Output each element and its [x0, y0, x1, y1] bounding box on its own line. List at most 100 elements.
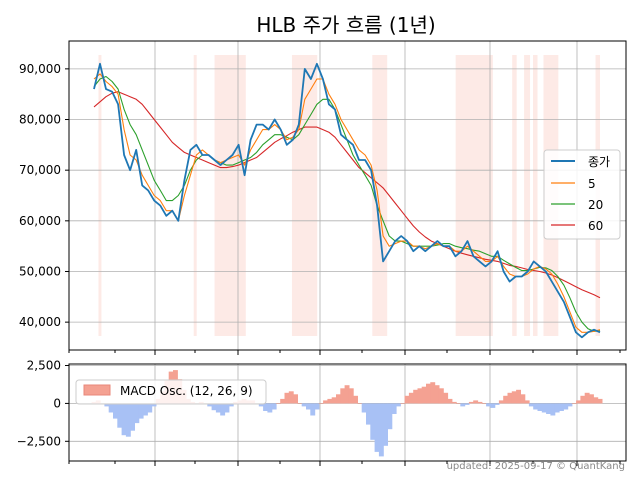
- macd-bar: [353, 395, 358, 404]
- macd-bar: [580, 395, 586, 404]
- shaded-region: [193, 55, 197, 336]
- macd-bar: [297, 403, 303, 404]
- macd-bar: [494, 403, 500, 405]
- macd-bar: [293, 394, 298, 404]
- top-x-ticks: [68, 350, 621, 355]
- macd-bar: [151, 403, 157, 407]
- macd-bar: [554, 403, 560, 413]
- legend-label-ma20: 20: [588, 198, 603, 212]
- macd-bar: [117, 403, 123, 428]
- macd-bar: [567, 403, 573, 407]
- top-shaded-regions: [98, 55, 600, 336]
- macd-bar: [550, 403, 556, 416]
- shaded-region: [98, 55, 102, 336]
- macd-bar: [280, 398, 286, 404]
- macd-bar: [108, 403, 114, 413]
- macd-bar: [275, 403, 281, 404]
- y-tick-label: 60,000: [19, 214, 61, 228]
- legend-label-ma60: 60: [588, 219, 603, 233]
- shaded-region: [512, 55, 517, 336]
- footer-updated: updated: 2025-09-17 © QuantKang: [447, 461, 625, 472]
- macd-bar: [589, 394, 594, 404]
- macd-bar: [228, 403, 234, 407]
- legend-label-ma5: 5: [588, 177, 596, 191]
- macd-bar: [301, 403, 307, 407]
- legend-label-close: 종가: [588, 155, 610, 169]
- shaded-region: [533, 55, 538, 336]
- macd-bar: [331, 397, 337, 404]
- macd-bar: [138, 403, 144, 419]
- y-tick-label: 40,000: [19, 315, 61, 329]
- bottom-plot-frame: [68, 363, 627, 462]
- macd-bar: [314, 403, 320, 410]
- macd-bar: [104, 403, 110, 407]
- macd-bar: [593, 397, 599, 404]
- macd-bar: [310, 403, 316, 416]
- y-tick-label: 0: [53, 396, 61, 410]
- y-tick-label: −2,500: [17, 434, 61, 448]
- y-tick-label: 90,000: [19, 62, 61, 76]
- macd-bar: [533, 403, 539, 410]
- macd-bar: [134, 403, 140, 424]
- top-y-axis: 40,000 50,000 60,000 70,000 80,000 90,000: [19, 62, 69, 329]
- macd-bar: [468, 401, 474, 404]
- shaded-region: [455, 55, 493, 336]
- macd-bar: [306, 403, 311, 410]
- macd-bar: [503, 395, 509, 404]
- macd-bar: [318, 403, 324, 404]
- y-tick-label: 50,000: [19, 264, 61, 278]
- macd-bar: [541, 403, 547, 413]
- macd-bar: [125, 403, 131, 437]
- macd-bar: [563, 403, 569, 410]
- legend: 종가 5 20 60: [543, 149, 621, 240]
- macd-bar: [121, 403, 127, 436]
- macd-bar: [370, 403, 376, 440]
- macd-bar: [263, 403, 268, 411]
- macd-bar: [207, 403, 213, 407]
- chart-title: HLB 주가 흐름 (1년): [256, 13, 435, 37]
- macd-bar: [361, 403, 367, 413]
- macd-bar: [348, 388, 354, 404]
- macd-bar: [443, 392, 449, 404]
- macd-bar: [215, 403, 221, 413]
- bottom-bars: [91, 370, 603, 457]
- macd-bar: [130, 403, 135, 431]
- macd-bar: [571, 403, 577, 404]
- macd-bar: [464, 403, 470, 405]
- macd-bar: [383, 403, 388, 446]
- macd-bar: [520, 394, 526, 404]
- macd-bar: [481, 403, 487, 404]
- macd-bar: [498, 400, 504, 404]
- macd-bar: [559, 403, 564, 411]
- macd-bar: [327, 398, 333, 404]
- macd-bar: [366, 403, 371, 425]
- macd-bar: [511, 391, 517, 404]
- macd-bar: [391, 403, 397, 414]
- macd-bar: [576, 400, 581, 404]
- macd-bar: [323, 400, 328, 404]
- macd-bar: [438, 388, 444, 404]
- macd-bar: [288, 391, 294, 404]
- macd-bar: [456, 403, 461, 404]
- macd-bar: [430, 382, 436, 404]
- y-tick-label: 80,000: [19, 113, 61, 127]
- macd-legend-label: MACD Osc. (12, 26, 9): [120, 384, 253, 398]
- macd-bar: [378, 403, 384, 457]
- macd-bar: [344, 385, 350, 404]
- macd-bar: [284, 392, 290, 404]
- macd-bar: [473, 400, 479, 404]
- shaded-region: [524, 55, 531, 336]
- macd-bar: [267, 403, 273, 413]
- macd-bar: [374, 403, 380, 452]
- macd-bar: [413, 389, 419, 404]
- macd-bar: [460, 403, 466, 407]
- macd-bar: [597, 398, 603, 404]
- bottom-y-axis: −2,500 0 2,500: [17, 359, 69, 448]
- macd-bar: [537, 403, 543, 411]
- series-line-close: [93, 62, 601, 339]
- macd-bar: [477, 401, 483, 404]
- macd-bar: [421, 386, 427, 404]
- top-grid: [69, 41, 626, 350]
- macd-bar: [224, 403, 230, 413]
